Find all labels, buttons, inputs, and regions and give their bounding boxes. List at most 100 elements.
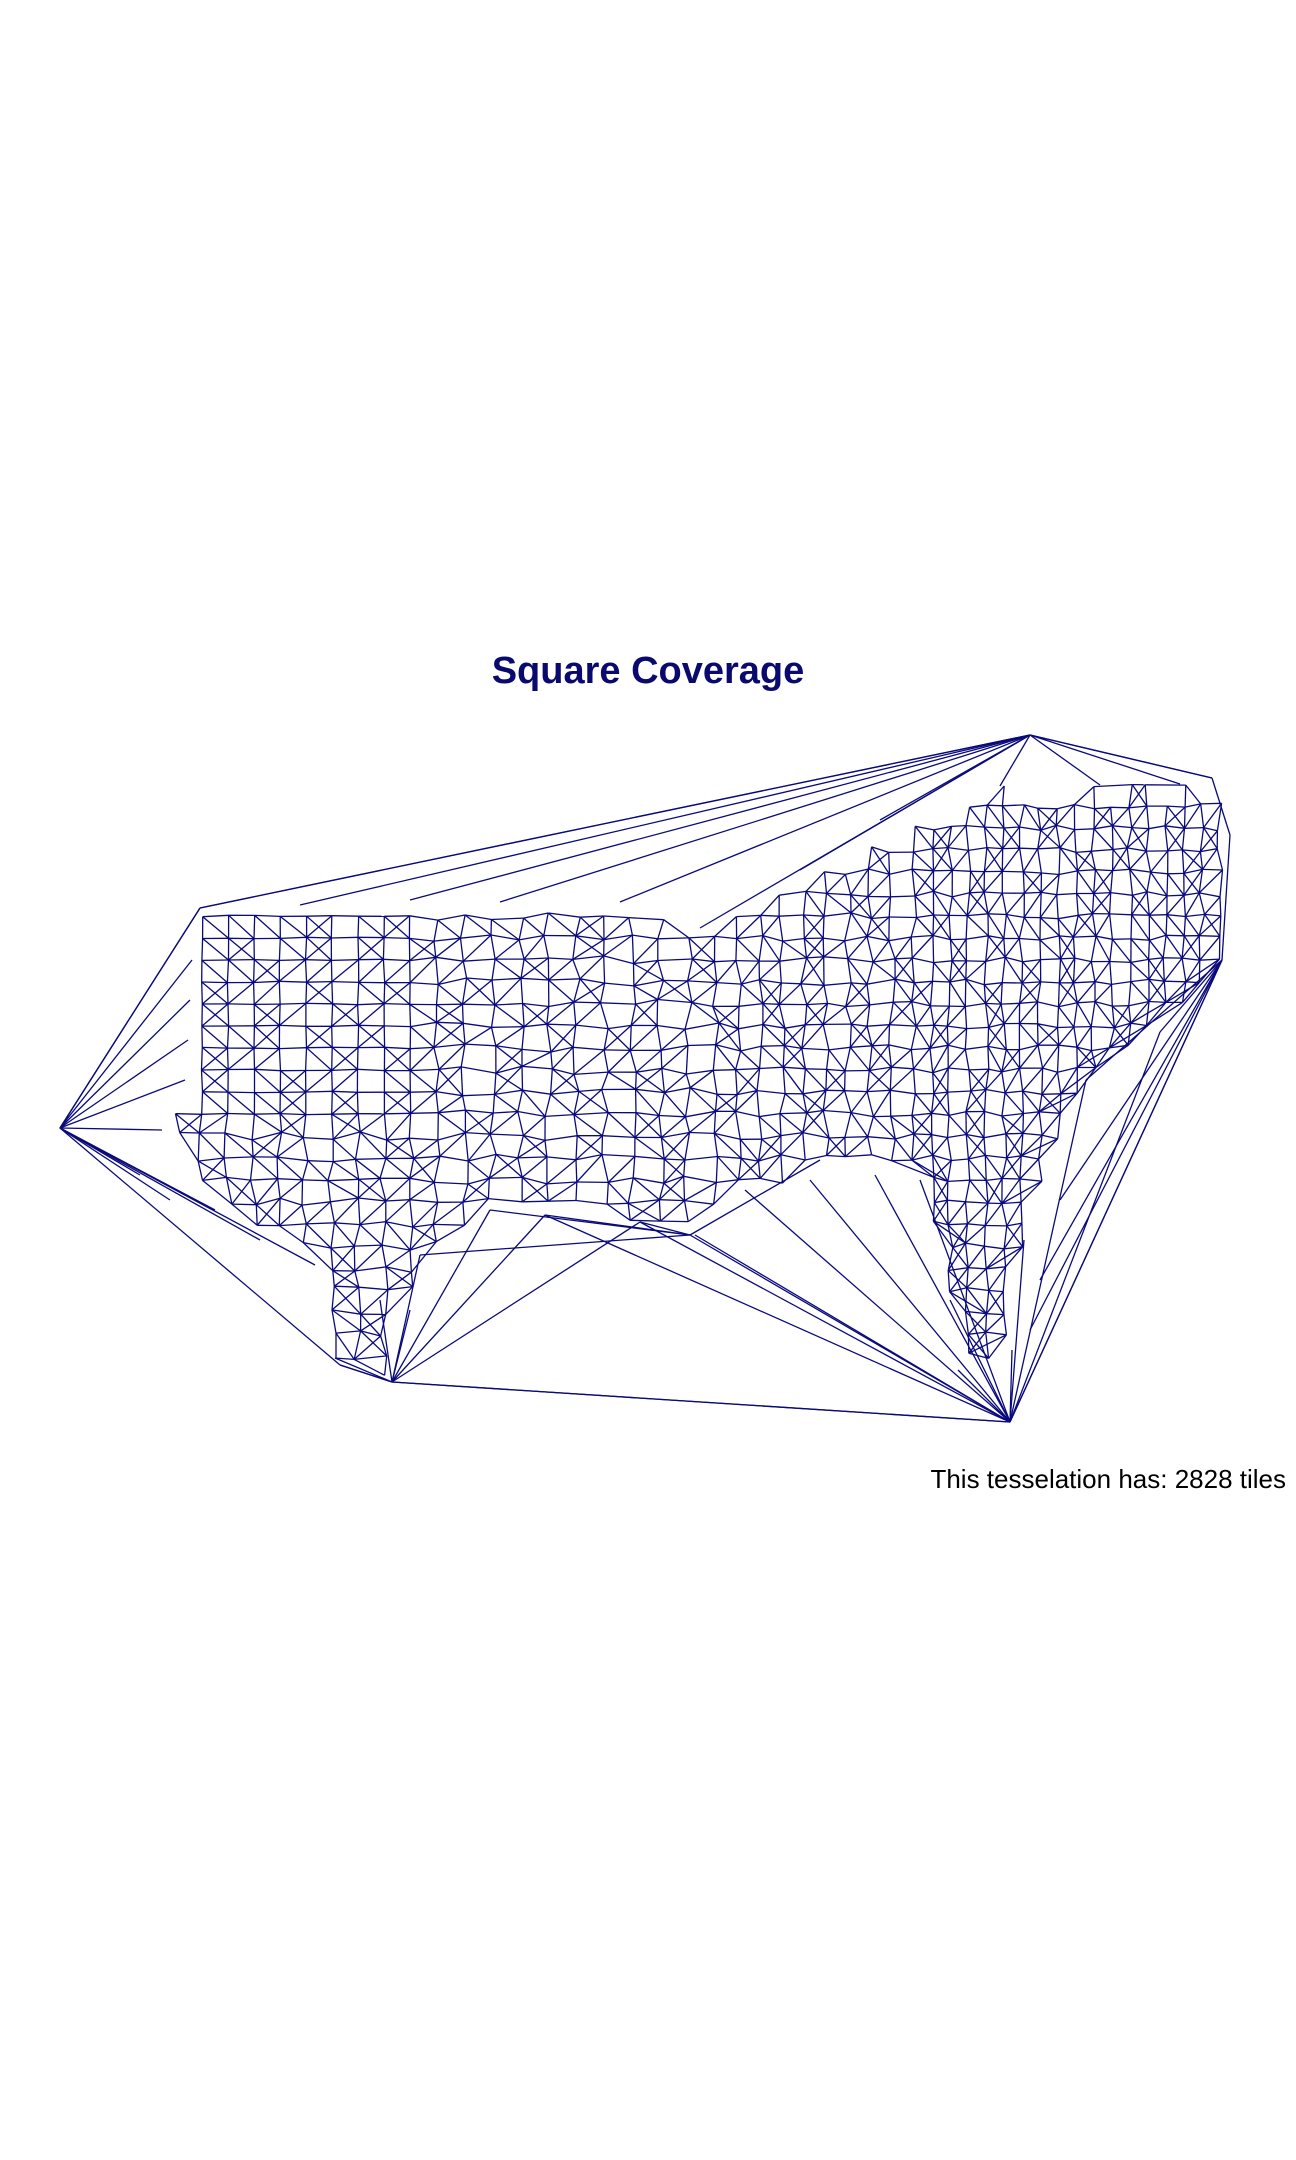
mesh-edge (1095, 935, 1113, 940)
mesh-edge (657, 919, 665, 939)
mesh-edge (517, 1110, 546, 1118)
mesh-edge (782, 940, 807, 959)
mesh-edge (782, 1045, 785, 1068)
mesh-edge (913, 1112, 933, 1135)
mesh-edge (227, 1003, 230, 1027)
mesh-edge (463, 958, 496, 962)
mesh-edge (304, 959, 308, 983)
mesh-edge (1164, 806, 1186, 827)
mesh-edge (985, 1246, 1023, 1270)
mesh-edge (467, 1177, 490, 1185)
mesh-edge (1000, 1003, 1005, 1024)
mesh-edge (1019, 937, 1041, 941)
mesh-edge (437, 919, 461, 939)
mesh-edge (687, 980, 717, 984)
mesh-edge (1219, 896, 1222, 916)
mesh-edge (552, 1068, 575, 1076)
mesh-edge (524, 957, 549, 960)
mesh-edge (603, 955, 606, 984)
mesh-edge (358, 1178, 387, 1202)
mesh-edge (1019, 1178, 1022, 1203)
mesh-edge (802, 1132, 806, 1161)
mesh-edge (354, 1131, 361, 1160)
mesh-edge (1041, 1093, 1061, 1114)
mesh-edge (929, 1025, 948, 1049)
mesh-edge (932, 848, 935, 871)
hull-edge (339, 1364, 393, 1383)
mesh-edge (948, 915, 952, 940)
mesh-edge (947, 847, 953, 871)
mesh-edge (1059, 935, 1074, 938)
mesh-edge (1001, 1092, 1006, 1117)
mesh-edge (929, 1005, 935, 1026)
mesh-edge (1039, 1111, 1061, 1114)
mesh-edge (949, 1267, 969, 1293)
mesh-edge (802, 1112, 808, 1133)
mesh-edge (947, 1201, 967, 1226)
mesh-edge (202, 1157, 225, 1181)
mesh-edge (517, 1135, 525, 1159)
mesh-edge (550, 1090, 579, 1095)
mesh-edge (410, 981, 439, 986)
mesh-edge (847, 958, 868, 985)
mesh-edge (437, 1095, 463, 1114)
mesh-edge (866, 1070, 870, 1092)
mesh-edge (1167, 849, 1183, 852)
mesh-edge (359, 1224, 383, 1246)
mesh-edge (1148, 957, 1164, 980)
mesh-edge (1076, 870, 1095, 894)
mesh-edge (964, 979, 967, 1007)
mesh-edge (437, 1131, 466, 1141)
mesh-edge (409, 1070, 437, 1093)
mesh-edge (1095, 1047, 1110, 1068)
mesh-edge (459, 938, 464, 962)
mesh-edge (1131, 827, 1147, 852)
mesh-edge (408, 1138, 415, 1159)
mesh-edge (824, 871, 846, 876)
mesh-edge (736, 934, 763, 940)
mesh-edge (1131, 784, 1148, 807)
mesh-edge (1091, 1047, 1110, 1052)
mesh-edge (985, 1002, 1002, 1005)
mesh-edge (357, 937, 360, 960)
mesh-edge (714, 935, 737, 940)
mesh-edge (691, 935, 716, 960)
mesh-edge (758, 960, 781, 981)
mesh-edge (438, 1109, 466, 1114)
mesh-edge (1108, 1027, 1116, 1049)
mesh-edge (913, 851, 934, 872)
mesh-edge (356, 1047, 359, 1070)
mesh-edge (1057, 1026, 1074, 1029)
mesh-edge (409, 1240, 437, 1251)
mesh-edge (331, 936, 359, 939)
mesh-edge (712, 1182, 717, 1205)
mesh-edge (357, 936, 384, 960)
mesh-edge (575, 935, 605, 957)
mesh-edge (254, 1048, 280, 1070)
mesh-edge (384, 960, 411, 984)
mesh-edge (968, 846, 987, 852)
mesh-edge (1022, 1113, 1025, 1134)
mesh-edge (661, 1045, 689, 1069)
mesh-edge (1001, 1049, 1007, 1073)
mesh-edge (462, 1197, 489, 1203)
mesh-edge (889, 1067, 892, 1091)
mesh-edge (983, 848, 1004, 873)
mesh-edge (493, 1073, 497, 1095)
mesh-edge (849, 1025, 868, 1048)
mesh-edge (948, 896, 953, 916)
mesh-edge (660, 1220, 689, 1223)
mesh-edge (911, 934, 934, 938)
mesh-edge (1037, 808, 1042, 831)
mesh-edge (867, 896, 873, 919)
mesh-edge (201, 1025, 228, 1049)
mesh-edge (871, 1024, 891, 1047)
mesh-edge (933, 1176, 948, 1183)
mesh-edge (1112, 847, 1128, 871)
mesh-edge (914, 895, 935, 916)
mesh-edge (306, 980, 332, 983)
mesh-edge (910, 917, 918, 938)
mesh-edge (251, 1131, 282, 1141)
mesh-edge (1073, 1026, 1078, 1048)
mesh-edge (306, 1025, 333, 1049)
